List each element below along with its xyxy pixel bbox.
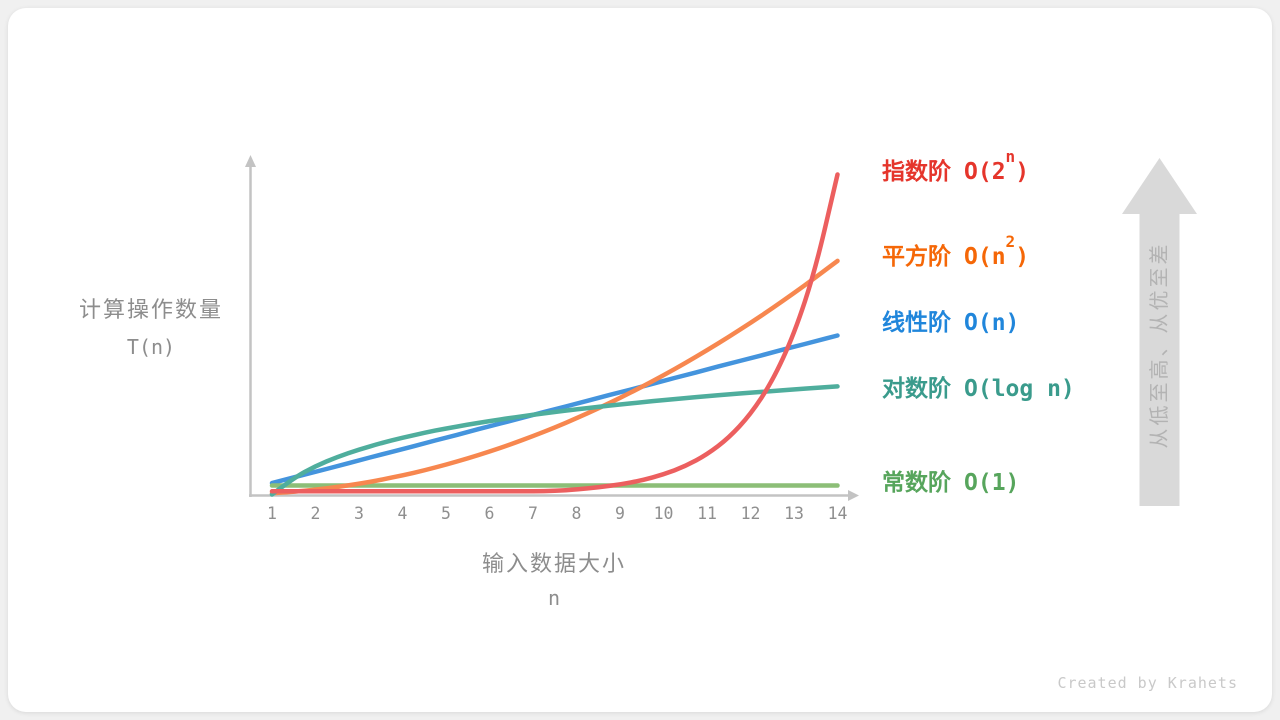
curve-n xyxy=(269,333,840,486)
x-tick-7: 7 xyxy=(528,504,538,523)
legend-notation: O(n) xyxy=(964,310,1020,336)
y-axis-label-symbol: T(n) xyxy=(126,335,176,359)
x-tick-4: 4 xyxy=(397,504,408,523)
curve-2^n xyxy=(269,172,840,494)
legend-notation: O(log n) xyxy=(964,376,1075,402)
x-tick-14: 14 xyxy=(827,504,848,523)
curve-n^2 xyxy=(269,258,840,496)
legend-label: 常数阶 xyxy=(882,470,951,496)
x-tick-9: 9 xyxy=(615,504,625,523)
x-tick-11: 11 xyxy=(697,504,717,523)
legend-label: 平方阶 xyxy=(882,244,951,270)
x-axis-label-symbol: n xyxy=(547,586,561,610)
y-axis-label-text: 计算操作数量 xyxy=(78,298,223,323)
y-axis-label: 计算操作数量 T(n) xyxy=(51,296,251,362)
trend-arrow xyxy=(1122,158,1197,506)
legend-notation: O(1) xyxy=(964,470,1020,496)
legend-label: 线性阶 xyxy=(882,310,951,336)
x-tick-5: 5 xyxy=(441,504,451,523)
x-tick-8: 8 xyxy=(571,504,582,523)
legend-item-n^2: 平方阶 O(n2) xyxy=(882,232,1030,271)
legend-label: 指数阶 xyxy=(882,159,951,185)
curve-log n xyxy=(269,384,840,497)
legend-item-n: 线性阶 O(n) xyxy=(882,309,1019,337)
x-tick-1: 1 xyxy=(267,504,277,523)
x-tick-2: 2 xyxy=(310,504,321,523)
legend-item-2^n: 指数阶 O(2n) xyxy=(882,147,1030,186)
credit-text: Created by Krahets xyxy=(1057,674,1238,692)
trend-arrow-label: 从低至高、从优至差 xyxy=(1147,241,1171,449)
figure-card xyxy=(8,8,1272,712)
x-tick-3: 3 xyxy=(354,504,364,523)
x-axis-label-text: 输入数据大小 xyxy=(481,552,626,577)
x-axis-label: 输入数据大小 n xyxy=(414,551,694,611)
x-tick-12: 12 xyxy=(740,504,761,523)
legend-item-1: 常数阶 O(1) xyxy=(882,469,1019,497)
x-tick-6: 6 xyxy=(484,504,495,523)
x-tick-13: 13 xyxy=(784,504,804,523)
x-axis-arrowhead xyxy=(848,490,859,501)
x-tick-10: 10 xyxy=(653,504,674,523)
legend-item-log n: 对数阶 O(log n) xyxy=(882,375,1075,403)
legend-notation: O(2n) xyxy=(964,147,1030,185)
y-axis-arrowhead xyxy=(245,155,256,167)
legend-notation: O(n2) xyxy=(964,232,1030,270)
legend-label: 对数阶 xyxy=(882,376,951,402)
